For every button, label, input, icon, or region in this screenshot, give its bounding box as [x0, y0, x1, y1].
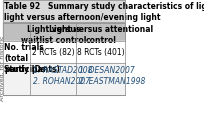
Bar: [3, 23, 125, 41]
Text: Light versus attentional
control: Light versus attentional control: [49, 24, 153, 45]
Bar: [3, 0, 125, 22]
Bar: [3, 41, 125, 63]
Text: 8 RCTs (401): 8 RCTs (401): [77, 48, 124, 57]
Text: No. trials
(total
participants): No. trials (total participants): [4, 43, 60, 74]
Text: 1. RASTAD2008: 1. RASTAD2008: [33, 66, 92, 75]
Text: Archived, for historic: Archived, for historic: [0, 35, 5, 101]
Bar: [3, 63, 125, 95]
Text: 1. DESAN2007: 1. DESAN2007: [79, 66, 134, 75]
Bar: [3, 0, 125, 22]
Text: Study IDs: Study IDs: [4, 65, 45, 74]
Text: 2. EASTMAN1998: 2. EASTMAN1998: [79, 77, 145, 86]
Text: 2 RCTs (82): 2 RCTs (82): [32, 48, 75, 57]
Text: Light versus
waitlist control: Light versus waitlist control: [21, 24, 86, 45]
Text: Table 92   Summary study characteristics of light ther
light versus afternoon/ev: Table 92 Summary study characteristics o…: [4, 2, 204, 22]
Text: 2. ROHAN2007: 2. ROHAN2007: [33, 77, 90, 86]
